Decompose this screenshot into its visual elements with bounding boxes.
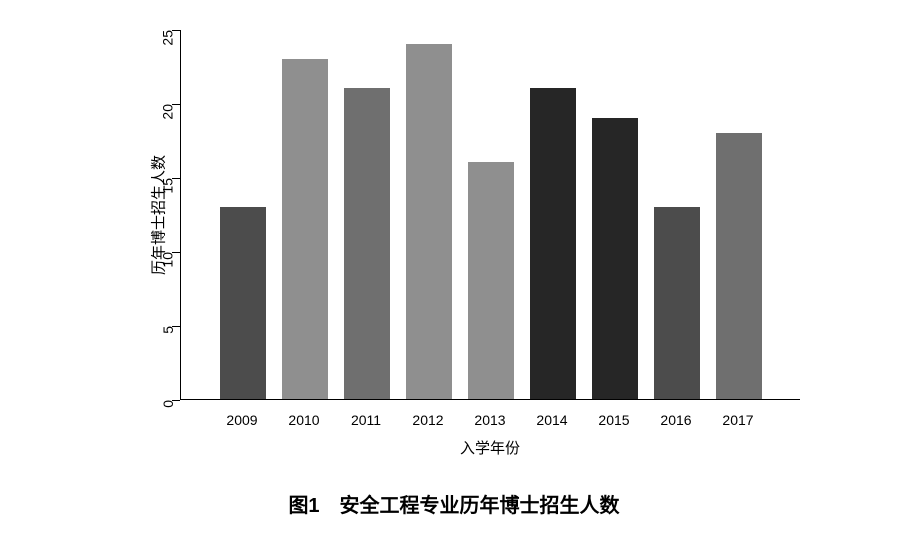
y-tick-label: 15	[160, 178, 176, 194]
x-tick-label: 2009	[226, 412, 257, 428]
bar	[344, 88, 391, 399]
bar	[282, 59, 329, 399]
x-tick-label: 2012	[412, 412, 443, 428]
bar	[220, 207, 267, 399]
x-tick-label: 2016	[660, 412, 691, 428]
y-tick-label: 10	[160, 252, 176, 268]
x-tick-label: 2014	[536, 412, 567, 428]
x-axis: 入学年份 20092010201120122013201420152016201…	[180, 400, 800, 450]
bar	[716, 133, 763, 399]
bar	[530, 88, 577, 399]
y-tick-label: 20	[160, 104, 176, 120]
x-tick-label: 2017	[722, 412, 753, 428]
bar	[468, 162, 515, 399]
x-tick-label: 2011	[351, 412, 381, 428]
bar-chart: 历年博士招生人数 0510152025 入学年份 200920102011201…	[100, 20, 820, 460]
y-tick-label: 25	[160, 30, 176, 46]
bar	[654, 207, 701, 399]
plot-area	[180, 30, 800, 400]
bar	[592, 118, 639, 399]
x-tick-label: 2013	[474, 412, 505, 428]
bar	[406, 44, 453, 399]
x-tick-label: 2010	[288, 412, 319, 428]
bars-container	[181, 30, 800, 399]
x-axis-title: 入学年份	[460, 437, 520, 458]
x-tick-label: 2015	[598, 412, 629, 428]
y-tick-label: 5	[160, 326, 176, 334]
y-axis: 历年博士招生人数 0510152025	[100, 30, 180, 400]
y-tick-label: 0	[160, 400, 176, 408]
figure-caption: 图1 安全工程专业历年博士招生人数	[288, 489, 619, 518]
